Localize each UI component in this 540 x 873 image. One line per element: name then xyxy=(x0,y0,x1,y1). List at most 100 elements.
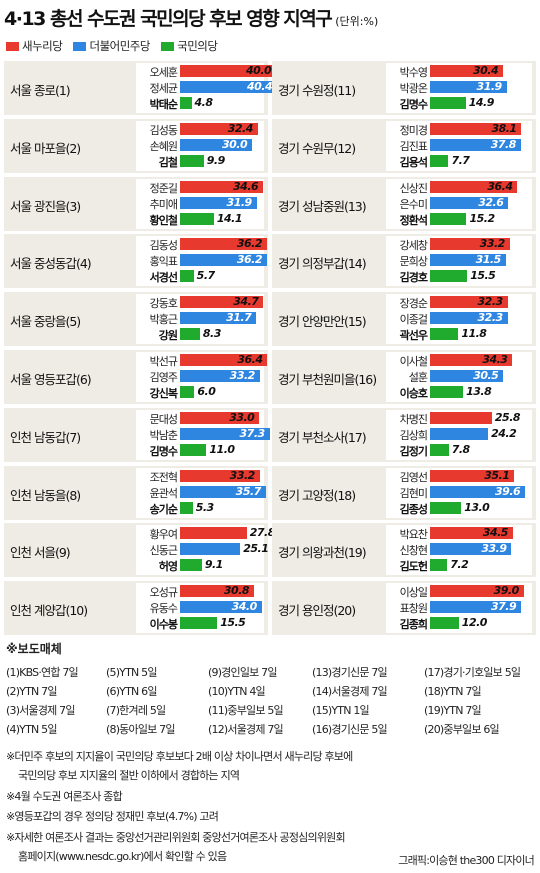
bar-minjoo xyxy=(430,601,521,614)
legend-item-saenuri: 새누리당 xyxy=(6,38,63,54)
bar-value: 33.2 xyxy=(229,369,256,382)
bar-saenuri xyxy=(430,238,510,251)
bar-value: 34.7 xyxy=(233,295,259,309)
bar-peoples xyxy=(180,212,214,225)
candidate-name: 송기순 xyxy=(149,502,178,516)
bar-peoples xyxy=(430,443,449,456)
candidate-name: 신상진 xyxy=(399,181,428,195)
district-label: 경기 의왕과천(19) xyxy=(278,545,367,561)
media-item: (20)중부일보 6일 xyxy=(424,723,500,736)
candidate-name: 홍익표 xyxy=(149,255,178,269)
candidate-name: 정환석 xyxy=(399,213,428,227)
candidate-name: 문희상 xyxy=(399,255,428,269)
candidate-name: 황우여 xyxy=(149,528,178,542)
candidate-name: 정준길 xyxy=(149,181,178,195)
media-item: (17)경기·기호일보 5일 xyxy=(424,666,521,679)
bar-minjoo xyxy=(430,81,507,93)
bar-minjoo xyxy=(430,427,489,440)
media-item: (14)서울경제 7일 xyxy=(312,685,388,698)
candidate-name: 김영선 xyxy=(399,470,428,484)
candidate-name: 김철 xyxy=(158,155,178,169)
bar-saenuri xyxy=(180,122,258,135)
candidate-name: 이상일 xyxy=(399,586,428,600)
candidate-name: 김명수 xyxy=(399,98,428,111)
candidate-name: 표창원 xyxy=(399,602,428,616)
candidate-name: 김종성 xyxy=(399,502,428,516)
legend-item-minjoo: 더불어민주당 xyxy=(73,38,150,54)
candidate-name: 박광온 xyxy=(399,82,428,95)
bar-value: 36.4 xyxy=(237,353,263,366)
note-line: ※자세한 여론조사 결과는 중앙선거관리위원회 중앙선거여론조사 공정심의위원회 xyxy=(6,831,346,844)
legend-item-peoples: 국민의당 xyxy=(161,38,218,54)
bar-value: 30.4 xyxy=(472,64,499,77)
bar-saenuri xyxy=(180,180,264,193)
bar-saenuri xyxy=(180,296,264,309)
bar-value: 5.7 xyxy=(196,269,216,283)
bar-value: 30.5 xyxy=(473,369,499,382)
candidate-name: 김명수 xyxy=(149,444,178,458)
bar-peoples xyxy=(430,386,464,398)
candidate-name: 정세균 xyxy=(149,82,178,95)
bar-minjoo xyxy=(430,254,506,267)
candidate-name: 차명진 xyxy=(399,412,428,426)
bar-minjoo xyxy=(180,543,241,556)
media-item: (18)YTN 7일 xyxy=(424,685,482,698)
bar-saenuri xyxy=(180,469,260,482)
bar-value: 40.0 xyxy=(246,64,272,77)
candidate-name: 박수영 xyxy=(399,66,428,79)
bar-minjoo xyxy=(430,312,508,325)
bar-peoples xyxy=(430,617,459,630)
media-title: ※보도매체 xyxy=(6,642,62,656)
bar-value: 24.2 xyxy=(491,426,517,440)
bar-value: 11.8 xyxy=(461,327,487,341)
candidate-name: 김경호 xyxy=(399,271,428,285)
note-line: 국민의당 후보 지지율의 절반 이하에서 경합하는 지역 xyxy=(18,769,240,782)
media-item: (13)경기신문 7일 xyxy=(312,666,388,679)
bar-saenuri xyxy=(180,238,267,251)
bar-value: 31.9 xyxy=(476,80,503,93)
chart-title-text: 4·13 총선 수도권 국민의당 후보 영향 지역구 xyxy=(4,8,333,30)
media-item: (8)동아일보 7일 xyxy=(106,723,175,736)
bar-peoples xyxy=(430,212,467,225)
media-item: (9)경인일보 7일 xyxy=(208,666,277,679)
bar-peoples xyxy=(180,270,194,283)
media-item: (15)YTN 1일 xyxy=(312,704,370,717)
legend-label-saenuri: 새누리당 xyxy=(22,39,63,53)
bar-value: 15.5 xyxy=(470,269,496,283)
district-label: 경기 고양정(18) xyxy=(278,487,356,503)
bar-value: 15.2 xyxy=(469,211,495,225)
bar-value: 31.5 xyxy=(475,253,502,267)
bar-value: 14.9 xyxy=(468,96,495,109)
bar-peoples xyxy=(430,559,448,572)
bar-minjoo xyxy=(180,196,257,209)
media-item: (19)YTN 7일 xyxy=(424,704,482,717)
bar-value: 39.0 xyxy=(493,584,520,598)
bar-value: 4.8 xyxy=(194,96,214,109)
bar-minjoo xyxy=(180,138,252,151)
bar-value: 27.8 xyxy=(249,526,276,540)
bar-value: 25.8 xyxy=(494,410,521,424)
candidate-name: 김현미 xyxy=(399,486,428,500)
bar-minjoo xyxy=(180,370,260,382)
bar-value: 33.2 xyxy=(229,468,256,482)
bar-value: 6.0 xyxy=(197,385,216,398)
bar-value: 13.0 xyxy=(464,500,490,514)
bar-peoples xyxy=(180,386,195,398)
credit: 그래픽:이승현 the300 디자이너 xyxy=(398,854,535,867)
candidate-name: 이승호 xyxy=(399,387,428,400)
bar-minjoo xyxy=(430,196,509,209)
bar-minjoo xyxy=(180,601,262,614)
candidate-name: 김동성 xyxy=(149,239,178,253)
bar-peoples xyxy=(430,154,449,167)
bar-value: 33.0 xyxy=(229,410,255,424)
bar-value: 37.3 xyxy=(239,426,266,440)
media-item: (4)YTN 5일 xyxy=(6,723,57,736)
media-item: (1)KBS·연합 7일 xyxy=(6,666,79,679)
bar-saenuri xyxy=(180,354,268,366)
bar-value: 13.8 xyxy=(466,385,492,398)
candidate-name: 문대성 xyxy=(149,412,178,426)
bar-value: 32.3 xyxy=(477,311,504,325)
bar-value: 35.1 xyxy=(484,468,510,482)
bar-value: 8.3 xyxy=(202,327,222,341)
